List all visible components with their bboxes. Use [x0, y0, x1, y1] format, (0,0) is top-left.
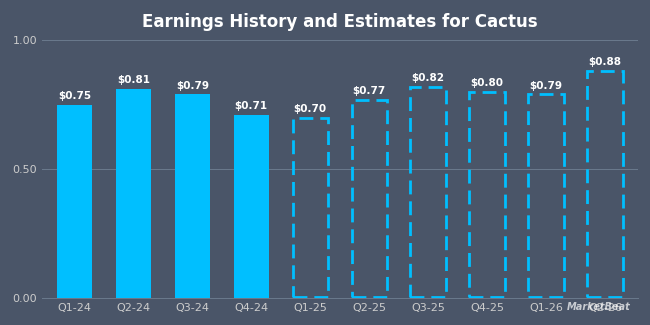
Bar — [352, 99, 387, 297]
Bar — [292, 118, 328, 297]
Bar — [469, 92, 505, 297]
Text: $0.82: $0.82 — [411, 73, 445, 83]
Title: Earnings History and Estimates for Cactus: Earnings History and Estimates for Cactu… — [142, 12, 538, 31]
Bar — [528, 94, 564, 297]
Text: MarketBeat: MarketBeat — [567, 302, 630, 312]
Bar — [57, 105, 92, 298]
Bar — [116, 89, 151, 298]
Text: $0.80: $0.80 — [471, 78, 504, 88]
Text: $0.81: $0.81 — [117, 75, 150, 85]
Text: $0.79: $0.79 — [530, 81, 563, 91]
Bar — [175, 94, 210, 298]
Text: $0.79: $0.79 — [176, 81, 209, 91]
Text: $0.75: $0.75 — [58, 91, 91, 101]
Text: $0.88: $0.88 — [588, 58, 621, 67]
Bar — [411, 87, 446, 297]
Text: $0.70: $0.70 — [294, 104, 327, 114]
Bar — [233, 115, 269, 298]
Text: $0.71: $0.71 — [235, 101, 268, 111]
Bar — [588, 71, 623, 297]
Text: $0.77: $0.77 — [352, 86, 386, 96]
